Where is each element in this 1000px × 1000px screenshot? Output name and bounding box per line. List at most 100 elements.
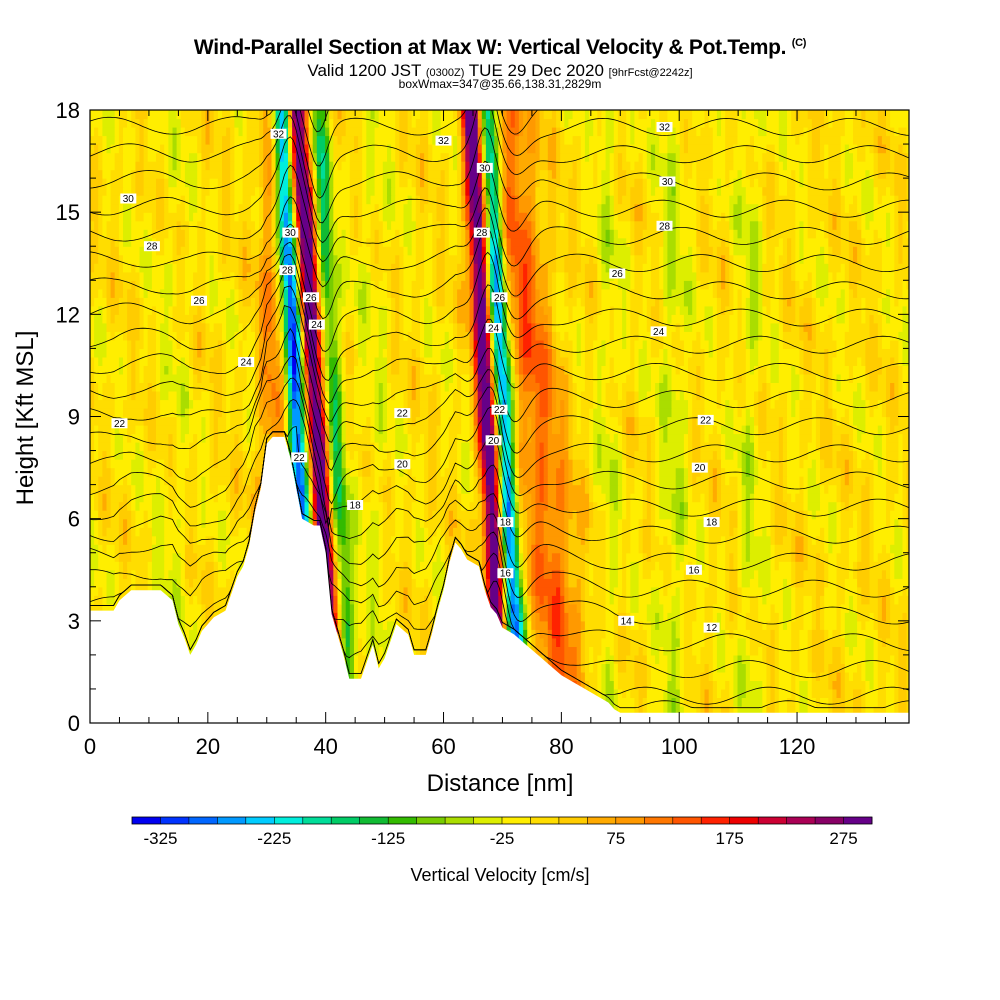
velocity-cell (729, 578, 739, 588)
velocity-cell (382, 484, 392, 494)
velocity-cell (535, 569, 545, 579)
velocity-cell (387, 408, 400, 418)
velocity-cell (518, 467, 524, 477)
velocity-cell (506, 595, 512, 605)
velocity-cell (399, 569, 413, 579)
velocity-cell (733, 408, 739, 418)
velocity-cell (898, 518, 904, 528)
velocity-cell (490, 391, 495, 401)
velocity-cell (131, 459, 145, 469)
velocity-cell (333, 399, 338, 409)
velocity-cell (527, 578, 532, 588)
velocity-cell (704, 697, 710, 707)
velocity-cell (411, 382, 417, 392)
velocity-cell (568, 620, 582, 630)
velocity-cell (770, 561, 776, 571)
velocity-cell (807, 544, 825, 554)
velocity-cell (708, 476, 714, 486)
velocity-cell (560, 569, 565, 579)
velocity-cell (613, 688, 619, 698)
velocity-cell (506, 476, 512, 486)
velocity-cell (510, 527, 516, 537)
velocity-cell (844, 646, 850, 656)
velocity-cell (688, 408, 693, 418)
velocity-cell (358, 467, 363, 477)
velocity-cell (840, 382, 858, 392)
velocity-cell (345, 365, 355, 375)
velocity-cell (184, 603, 202, 613)
velocity-cell (106, 501, 112, 511)
velocity-cell (857, 433, 862, 443)
velocity-cell (634, 484, 644, 494)
velocity-cell (135, 365, 141, 375)
velocity-cell (815, 586, 825, 596)
velocity-cell (358, 510, 363, 520)
velocity-cell (873, 663, 879, 673)
velocity-cell (217, 578, 227, 588)
velocity-cell (580, 671, 586, 681)
velocity-cell (506, 425, 512, 435)
velocity-cell (737, 450, 743, 460)
velocity-cell (906, 706, 909, 716)
velocity-cell (292, 459, 297, 469)
velocity-cell (584, 484, 590, 494)
velocity-cell (572, 467, 590, 477)
velocity-cell (345, 391, 355, 401)
velocity-cell (881, 433, 887, 443)
velocity-cell (333, 501, 338, 511)
velocity-cell (391, 535, 400, 545)
velocity-cell (374, 416, 380, 426)
velocity-cell (605, 535, 611, 545)
velocity-cell (415, 391, 421, 401)
velocity-cell (836, 510, 842, 520)
velocity-cell (168, 595, 182, 605)
velocity-cell (477, 476, 483, 486)
velocity-cell (498, 459, 503, 469)
velocity-cell (399, 612, 413, 622)
velocity-cell (721, 459, 739, 469)
velocity-cell (745, 416, 755, 426)
velocity-cell (593, 399, 598, 409)
velocity-cell (197, 552, 215, 562)
velocity-cell (564, 595, 569, 605)
velocity-cell (514, 518, 520, 528)
velocity-cell (857, 603, 879, 613)
velocity-cell (90, 484, 99, 494)
velocity-cell (98, 544, 103, 554)
velocity-cell (593, 484, 602, 494)
velocity-cell (399, 544, 413, 554)
velocity-cell (490, 535, 499, 545)
velocity-cell (156, 399, 161, 409)
velocity-cell (630, 620, 640, 630)
velocity-cell (226, 484, 231, 494)
velocity-cell (461, 425, 470, 435)
velocity-cell (708, 688, 714, 698)
velocity-cell (444, 373, 454, 383)
velocity-cell (143, 493, 153, 503)
velocity-cell (535, 620, 549, 630)
velocity-cell (197, 476, 202, 486)
velocity-cell (815, 578, 825, 588)
velocity-cell (609, 493, 619, 503)
velocity-cell (659, 416, 668, 426)
velocity-cell (304, 510, 310, 520)
velocity-cell (630, 586, 640, 596)
velocity-cell (626, 373, 635, 383)
velocity-cell (894, 561, 904, 571)
velocity-cell (824, 561, 829, 571)
velocity-cell (102, 527, 108, 537)
velocity-cell (341, 382, 347, 392)
velocity-cell (259, 391, 264, 401)
velocity-cell (741, 467, 747, 477)
velocity-cell (626, 501, 631, 511)
velocity-cell (461, 408, 470, 418)
velocity-cell (292, 442, 297, 452)
velocity-cell (506, 544, 512, 554)
velocity-cell (333, 578, 338, 588)
velocity-cell (902, 433, 909, 443)
velocity-cell (506, 391, 512, 401)
velocity-cell (683, 578, 697, 588)
velocity-cell (473, 365, 479, 375)
velocity-cell (440, 416, 450, 426)
velocity-cell (721, 399, 726, 409)
